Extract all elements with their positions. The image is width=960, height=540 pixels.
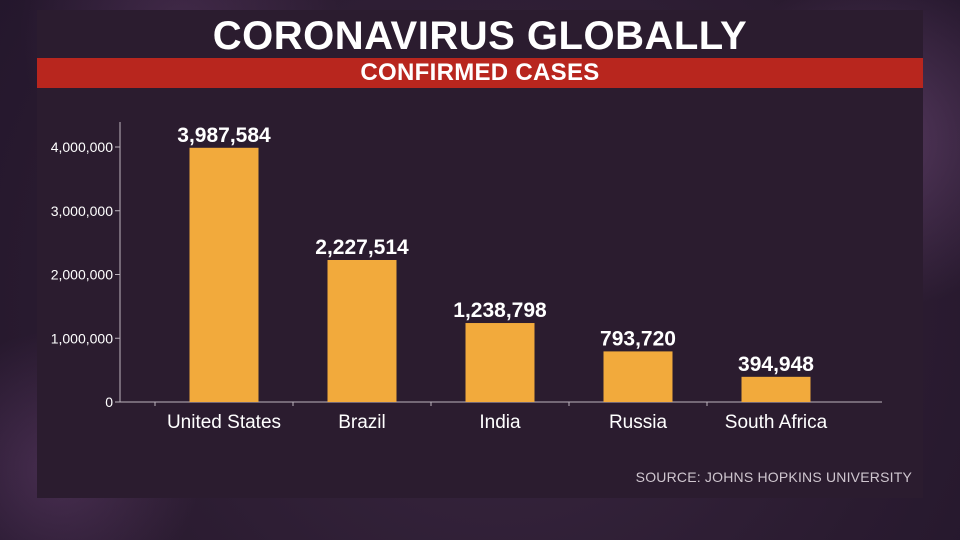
x-category-label: India — [479, 412, 521, 433]
y-tick-label: 1,000,000 — [51, 330, 113, 346]
data-label: 793,720 — [600, 327, 676, 350]
source-credit: SOURCE: JOHNS HOPKINS UNIVERSITY — [635, 469, 912, 485]
y-tick-label: 2,000,000 — [51, 267, 113, 283]
x-category-label: Russia — [609, 412, 668, 433]
x-category-label: South Africa — [725, 412, 828, 433]
data-label: 3,987,584 — [177, 124, 271, 147]
data-label: 2,227,514 — [315, 236, 409, 259]
data-label: 1,238,798 — [453, 299, 547, 322]
chart-panel — [37, 10, 923, 498]
x-category-label: Brazil — [338, 412, 386, 433]
bar — [741, 376, 811, 402]
subtitle-banner — [37, 58, 923, 88]
bar — [327, 259, 397, 402]
bar — [189, 147, 259, 402]
bar — [465, 323, 535, 402]
y-tick-label: 4,000,000 — [51, 139, 113, 155]
data-label: 394,948 — [738, 353, 814, 376]
page-title: CORONAVIRUS GLOBALLY — [212, 14, 748, 58]
chart-subtitle: CONFIRMED CASES — [360, 59, 600, 86]
y-tick-label: 0 — [105, 394, 113, 410]
bar — [603, 351, 673, 402]
y-tick-label: 3,000,000 — [51, 203, 113, 219]
x-category-label: United States — [167, 412, 281, 433]
